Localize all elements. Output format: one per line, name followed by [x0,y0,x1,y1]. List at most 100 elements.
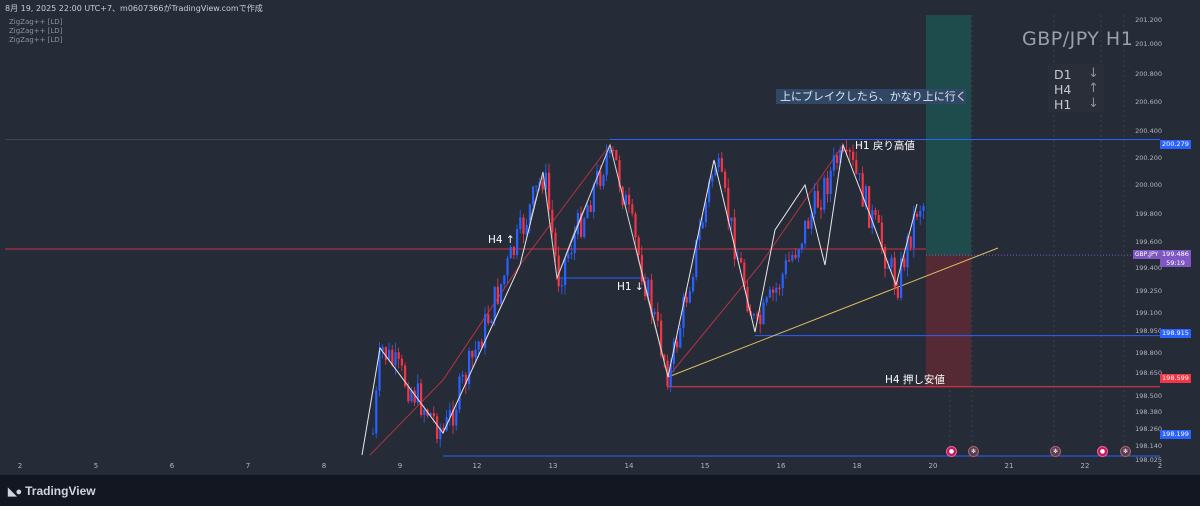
candle-body [413,390,416,403]
breakout-note[interactable]: 上にブレイクしたら、かなり上に行く [776,89,967,104]
candle-body [797,249,800,258]
candle-body [397,352,400,359]
time-tick-label: 22 [1080,462,1090,470]
candle-body [880,222,883,248]
price-tick-label: 200.600 [1135,98,1162,106]
candle-body [701,222,704,229]
indicator-label-2[interactable]: ZigZag++ [LD] [9,27,63,35]
candle-body [500,284,503,304]
candle-body [816,191,819,208]
price-tick-label: 199.100 [1135,309,1162,317]
time-tick-label: 2 [17,462,23,470]
candle-body [394,352,397,366]
candle-body [602,175,605,186]
candle-body [752,314,755,316]
candle-body [381,347,384,351]
candle-body [573,234,576,253]
candle-body [436,416,439,440]
candle-body [688,291,691,303]
candle-body [407,386,410,402]
indicator-label-1[interactable]: ZigZag++ [LD] [9,18,63,26]
candle-body [487,314,490,324]
candle-body [922,206,925,211]
candle-body [640,255,643,282]
candle-body [525,224,528,234]
candle-body [528,204,531,225]
candle-body [458,376,461,410]
candle-body [631,204,634,214]
time-tick-label: 9 [397,462,403,470]
candle-body [826,177,829,195]
candle-body [685,296,688,303]
candle-body [890,257,893,268]
price-tick-label: 198.380 [1135,408,1162,416]
indicator-label-3[interactable]: ZigZag++ [LD] [9,36,63,44]
event-marker-4-icon[interactable]: ● [1097,446,1108,457]
candle-body [544,172,547,190]
candle-body [909,236,912,248]
candle-body [647,279,650,297]
candle-body [896,287,899,298]
price-tick-label: 198.500 [1135,392,1162,400]
candle-body [887,267,890,269]
candle-body [535,185,538,187]
candle-body [848,150,851,152]
price-tick-label: 201.200 [1135,16,1162,24]
candle-body [813,191,816,215]
candle-body [874,210,877,215]
candle-body [554,232,557,256]
level-198199-badge: 198.199 [1160,430,1191,439]
candle-body [708,181,711,203]
candle-body [522,217,525,234]
time-tick-label: 16 [776,462,786,470]
candle-body [784,260,787,275]
candle-body [717,158,720,168]
event-marker-1-icon[interactable]: ● [946,446,957,457]
event-marker-2-icon[interactable]: ✻ [968,446,979,457]
event-marker-3-icon[interactable]: ✻ [1050,446,1061,457]
trend-arrow-h1-icon: ↓ [1088,96,1099,111]
level-198915-badge: 198.915 [1160,329,1191,338]
candle-body [548,172,551,210]
candle-body [672,341,675,364]
chart-info-header: 8月 19, 2025 22:00 UTC+7、m0607366がTrading… [5,4,263,13]
chart-canvas[interactable] [0,0,1200,475]
chart-area[interactable] [0,0,1200,475]
candle-body [605,153,608,176]
candle-body [461,374,464,377]
candle-body [791,254,794,261]
candle-body [634,213,637,238]
candle-body [781,274,784,289]
trend-arrow-h4-icon: ↑ [1088,81,1099,96]
candle-body [564,258,567,286]
event-marker-5-icon[interactable]: ✻ [1120,446,1131,457]
time-tick-label: 21 [1004,462,1014,470]
h1-high-price-badge: 200.279 [1160,140,1191,149]
candle-body [893,257,896,288]
candle-body [861,173,864,207]
time-tick-label: 20 [928,462,938,470]
h4-swing-line-2 [667,144,844,378]
time-tick-label: 2 [1157,462,1163,470]
time-tick-label: 8 [321,462,327,470]
candle-body [378,350,381,391]
candle-body [484,314,487,348]
candle-body [832,155,835,171]
candle-body [756,314,759,316]
candle-body [455,409,458,426]
candle-body [420,383,423,416]
candle-body [372,433,375,435]
candle-body [916,213,919,217]
candle-body [618,160,621,187]
candle-body [660,320,663,355]
candle-body [724,171,727,188]
candle-body [442,427,445,431]
candle-body [743,262,746,287]
candle-body [468,350,471,385]
candle-body [820,207,823,210]
candle-body [490,320,493,324]
tradingview-logo[interactable]: ◣● TradingView [8,484,96,498]
candle-body [519,217,522,230]
time-tick-label: 13 [548,462,558,470]
time-tick-label: 5 [93,462,99,470]
